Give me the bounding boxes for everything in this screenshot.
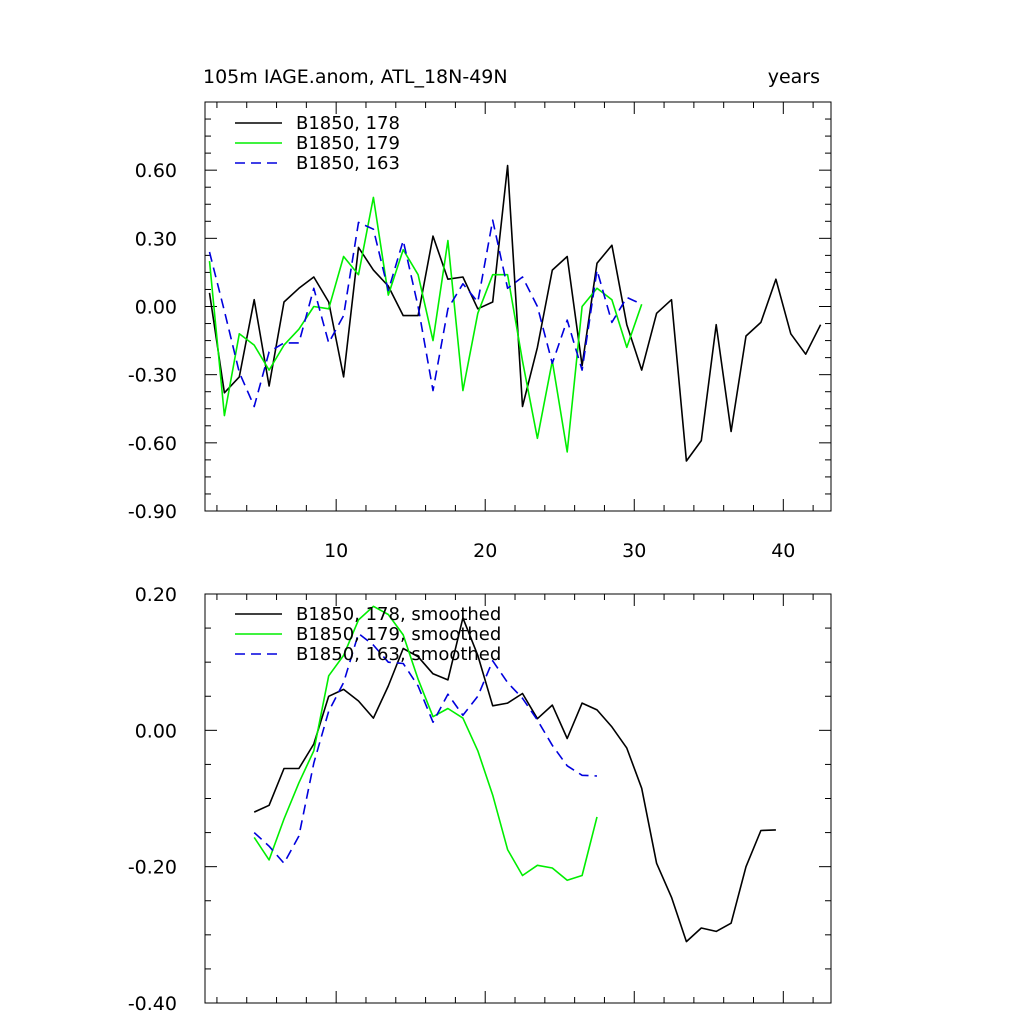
panel1-y-tick-label: -0.30 bbox=[128, 365, 177, 387]
panel2-y-tick-label: -0.20 bbox=[128, 857, 177, 879]
panel1-y-tick-label: -0.60 bbox=[128, 433, 177, 455]
panel1-x-tick-label: 30 bbox=[622, 540, 646, 562]
panel1-y-tick-label: -0.90 bbox=[128, 501, 177, 523]
panel1-y-tick-label: 0.60 bbox=[135, 160, 177, 182]
panel2-series-line-3 bbox=[253, 632, 598, 865]
panel1-legend-label-2: B1850, 179 bbox=[296, 133, 400, 154]
panel1-title: 105m IAGE.anom, ATL_18N-49N bbox=[203, 66, 508, 88]
panel2-legend-label-3: B1850, 163, smoothed bbox=[296, 644, 501, 665]
panel2-legend-label-1: B1850, 178, smoothed bbox=[296, 604, 501, 625]
panel1-series-line-1 bbox=[208, 164, 822, 462]
panel-top-chart: 10 20 30 40 -0.90 -0.60 -0.30 0.00 0.30 0.60 B1850… bbox=[128, 101, 832, 562]
panel1-legend-label-3: B1850, 163 bbox=[296, 153, 400, 174]
panel1-legend-label-1: B1850, 178 bbox=[296, 113, 400, 134]
panel2-y-tick-label: 0.20 bbox=[135, 584, 177, 606]
panel2-y-tick-label: -0.40 bbox=[128, 993, 177, 1015]
panel1-series-line-2 bbox=[208, 196, 643, 453]
panel1-x-tick-label: 40 bbox=[771, 540, 795, 562]
panel1-x-tick-label: 20 bbox=[473, 540, 497, 562]
panel2-y-tick-label: 0.00 bbox=[135, 720, 177, 742]
panel2-series-line-2 bbox=[253, 605, 598, 882]
panel1-series-line-3 bbox=[208, 219, 643, 408]
panel1-x-tick-label: 10 bbox=[324, 540, 348, 562]
panel2-legend-label-2: B1850, 179, smoothed bbox=[296, 624, 501, 645]
panel2-series-line-1 bbox=[253, 617, 776, 943]
panel1-units-label: years bbox=[768, 66, 820, 88]
panel1-y-tick-label: 0.30 bbox=[135, 228, 177, 250]
panel1-y-tick-label: 0.00 bbox=[135, 297, 177, 319]
